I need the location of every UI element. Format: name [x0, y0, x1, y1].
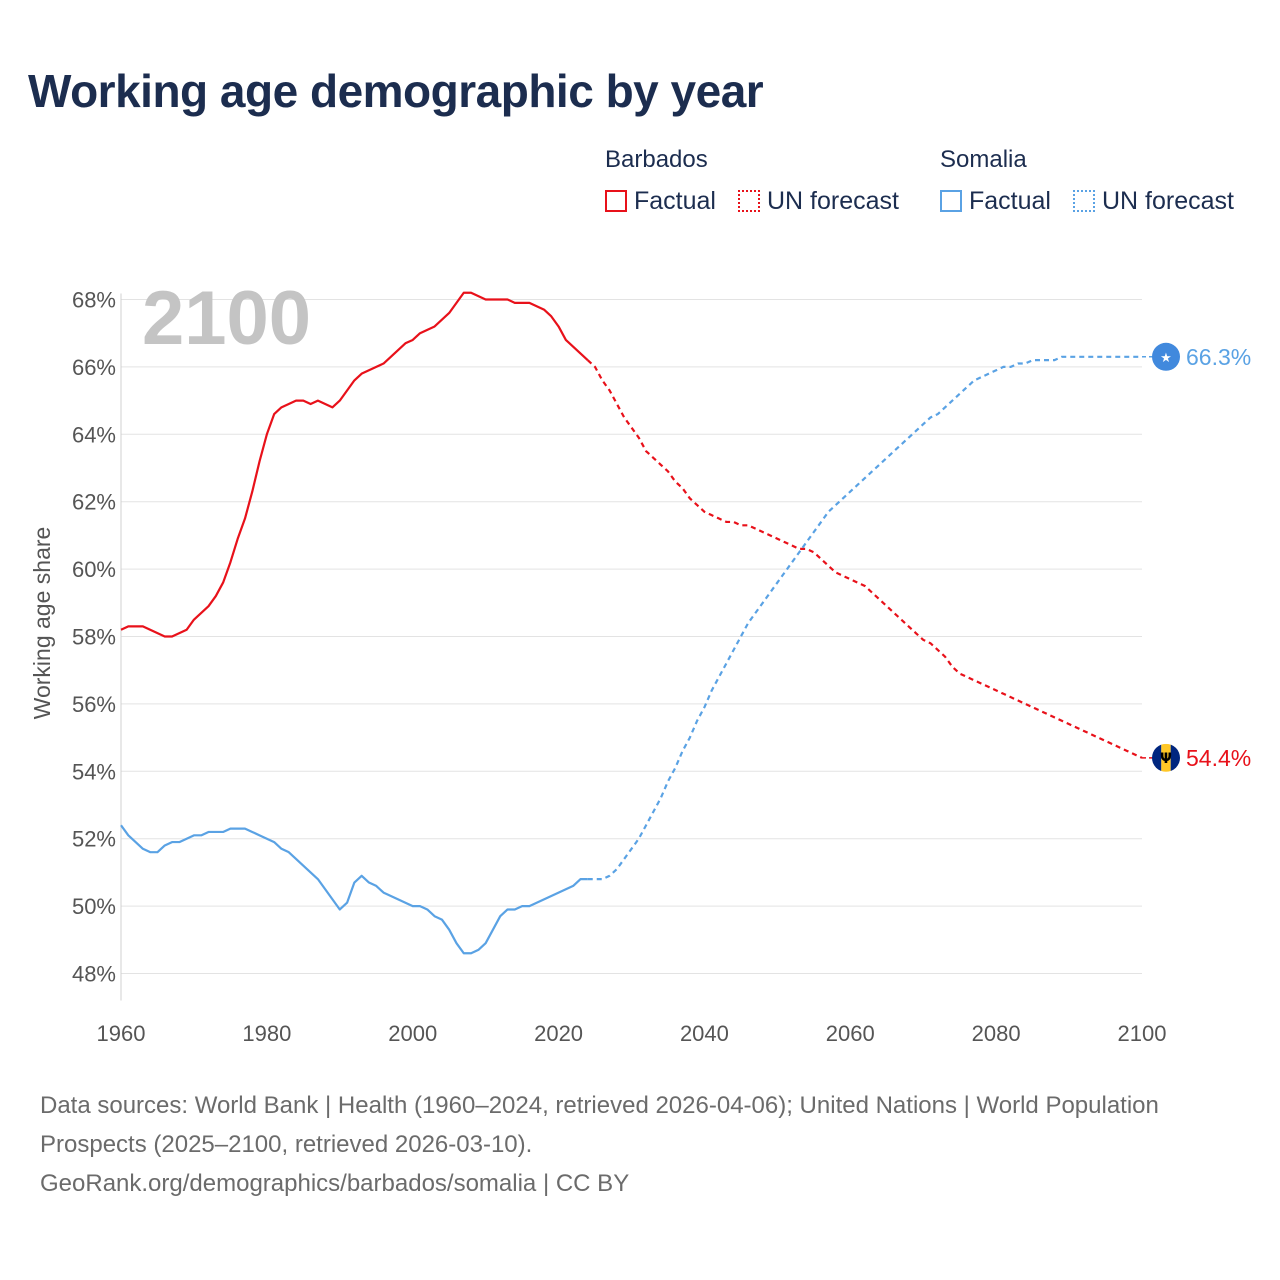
legend-label: Factual [969, 186, 1051, 215]
x-tick-label: 2040 [680, 1021, 729, 1046]
legend-somalia-forecast[interactable]: UN forecast [1073, 186, 1234, 216]
y-tick-label: 62% [72, 490, 116, 515]
legend-barbados-forecast[interactable]: UN forecast [738, 186, 899, 216]
y-tick-label: 66% [72, 355, 116, 380]
y-tick-label: 52% [72, 827, 116, 852]
somalia-forecast-line [587, 355, 1142, 881]
somalia-end-label: 66.3% [1186, 344, 1251, 370]
x-tick-label: 2060 [826, 1021, 875, 1046]
footer-sources: Data sources: World Bank | Health (1960–… [40, 1092, 1159, 1158]
y-tick-label: 60% [72, 557, 116, 582]
x-axis-ticks: 1960 1980 2000 2020 2040 2060 2080 2100 [97, 1021, 1167, 1046]
end-markers: Ψ 54.4% ★ 66.3% [1142, 342, 1251, 772]
y-axis-title: Working age share [29, 527, 55, 720]
legend-label: Factual [634, 186, 716, 215]
y-tick-label: 56% [72, 692, 116, 717]
y-tick-label: 64% [72, 422, 116, 447]
x-tick-label: 2100 [1118, 1021, 1167, 1046]
legend-solid-swatch-icon [940, 190, 962, 212]
year-label: 2100 [142, 276, 311, 361]
legend-dotted-swatch-icon [1073, 190, 1095, 212]
series-lines [120, 291, 1143, 955]
x-tick-label: 2080 [972, 1021, 1021, 1046]
barbados-factual-line [120, 291, 589, 638]
barbados-flag-icon: Ψ [1152, 743, 1180, 772]
legend-label: UN forecast [767, 186, 899, 215]
footer-credit: GeoRank.org/demographics/barbados/somali… [40, 1170, 630, 1197]
y-axis-ticks: 48% 50% 52% 54% 56% 58% 60% 62% 64% 66% 68% [72, 288, 116, 987]
x-tick-label: 1980 [242, 1021, 291, 1046]
legend-group-barbados: Barbados [605, 146, 708, 173]
y-tick-label: 68% [72, 288, 116, 313]
y-tick-label: 58% [72, 625, 116, 650]
legend-somalia-factual[interactable]: Factual [940, 186, 1051, 216]
legend-barbados-factual[interactable]: Factual [605, 186, 716, 216]
svg-text:Ψ: Ψ [1160, 751, 1172, 767]
x-tick-label: 1960 [97, 1021, 146, 1046]
barbados-end-label: 54.4% [1186, 745, 1251, 771]
y-tick-label: 48% [72, 962, 116, 987]
y-tick-label: 54% [72, 759, 116, 784]
somalia-flag-icon: ★ [1152, 342, 1180, 371]
line-chart: 48%50%52%54%56%58%60%62%64%66%68% 1960 19… [29, 276, 1251, 1046]
legend-group-somalia: Somalia [940, 146, 1027, 173]
svg-text:★: ★ [1160, 351, 1172, 366]
barbados-forecast-line [586, 359, 1143, 759]
legend-solid-swatch-icon [605, 190, 627, 212]
x-tick-label: 2000 [388, 1021, 437, 1046]
y-tick-label: 50% [72, 894, 116, 919]
legend-label: UN forecast [1102, 186, 1234, 215]
x-tick-label: 2020 [534, 1021, 583, 1046]
somalia-factual-line [120, 824, 588, 955]
chart-title: Working age demographic by year [28, 65, 764, 117]
legend-dotted-swatch-icon [738, 190, 760, 212]
footer: Data sources: World Bank | Health (1960–… [40, 1086, 1200, 1203]
gridlines [120, 293, 1142, 1001]
